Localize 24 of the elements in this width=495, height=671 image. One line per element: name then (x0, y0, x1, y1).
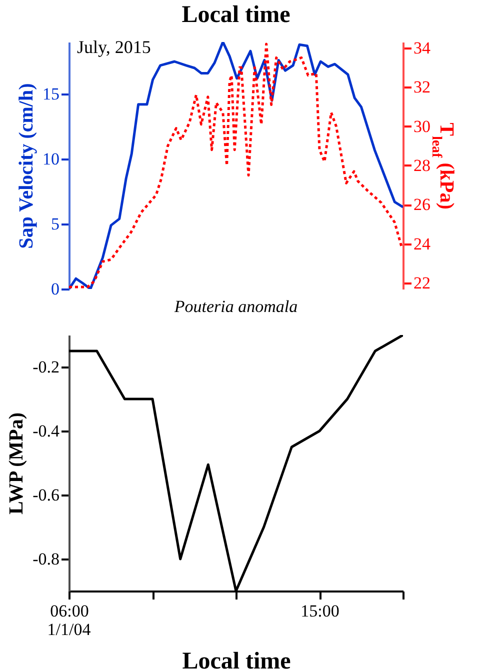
y-tick-label: -0.6 (32, 486, 60, 504)
chart-title: Local time (182, 2, 291, 28)
y2-tick-label: 26 (414, 195, 430, 214)
y-tick-label: 15 (42, 84, 60, 104)
y2-tick-label: 28 (414, 156, 430, 175)
y2-tick-label: 32 (414, 78, 430, 97)
x-axis-title: Local time (182, 648, 292, 671)
y2-tick-label: 34 (414, 38, 431, 58)
y-tick-label: 0 (51, 280, 60, 298)
y-axis-title: LWP (MPa) (6, 412, 28, 515)
y-tick-label: -0.4 (32, 422, 60, 440)
y-tick-label: -0.8 (32, 550, 60, 568)
y-tick-label: -0.2 (32, 358, 60, 376)
annotation: July, 2015 (77, 37, 151, 57)
x-tick-label: 06:00 (50, 602, 89, 620)
text: Pouteria anomala (173, 297, 298, 316)
y-tick-label: 10 (42, 150, 60, 168)
y-tick-label: 5 (51, 214, 60, 234)
y2-tick-label: 30 (414, 116, 430, 136)
y2-tick-label: 24 (414, 234, 431, 254)
y-axis-title: Sap Velocity (cm/h) (16, 83, 38, 249)
y2-tick-label: 22 (414, 274, 430, 293)
text: 1/1/04 (47, 620, 92, 639)
x-tick-label: 15:00 (300, 602, 340, 620)
